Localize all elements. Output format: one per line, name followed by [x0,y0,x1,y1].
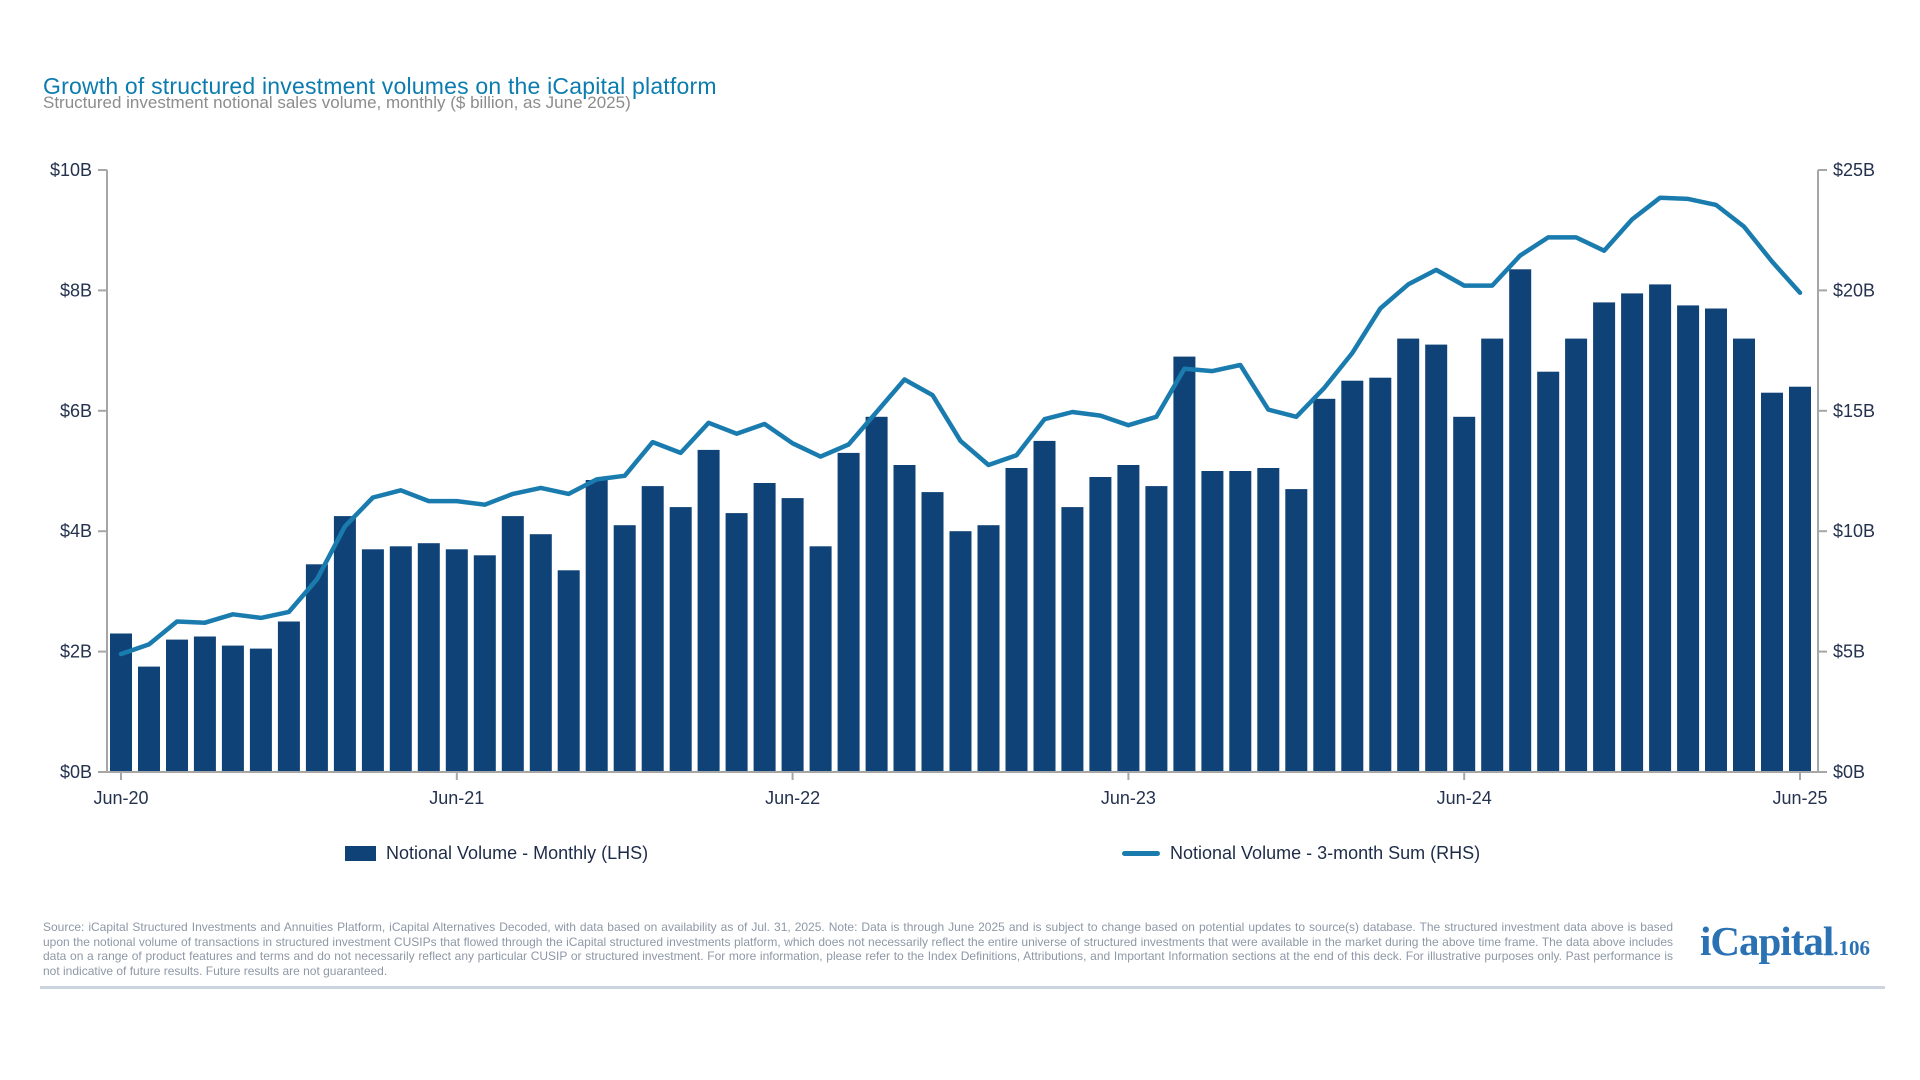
left-axis-label: $6B [60,401,92,421]
bar-Jan-24 [1313,398,1336,772]
bar-Apr-24 [1397,338,1420,772]
bar-Jun-21 [445,549,468,772]
bar-Nov-20 [249,648,272,772]
bar-Jun-25 [1789,386,1811,772]
line-series-3month-sum [118,195,1803,657]
bar-May-21 [417,543,440,772]
legend-item-3month-sum: Notional Volume - 3-month Sum (RHS) [1122,836,1480,870]
bar-Jul-20 [138,666,160,772]
bar-Oct-24 [1565,338,1588,772]
bar-Jul-21 [473,555,496,772]
bar-series-swatch [345,845,376,861]
right-axis-label: $0B [1833,762,1865,782]
bar-Dec-21 [613,525,636,772]
bar-Aug-21 [501,516,524,772]
right-axis-label: $20B [1833,280,1875,300]
bar-Mar-22 [697,449,720,772]
bar-Jan-23 [977,525,1000,772]
bar-Jan-22 [641,486,664,772]
bar-Feb-25 [1677,305,1700,772]
bar-Aug-23 [1173,356,1196,772]
x-axis-label: Jun-21 [429,788,484,808]
source-disclaimer-text: Source: iCapital Structured Investments … [43,920,1673,978]
right-axis-label: $10B [1833,521,1875,541]
bar-Nov-21 [585,480,608,772]
bar-May-23 [1089,477,1112,772]
bar-Aug-24 [1509,269,1532,772]
logo-wordmark: iCapital [1700,918,1834,964]
x-axis-label: Jun-24 [1437,788,1492,808]
bar-Jun-24 [1453,416,1476,772]
page-number: .106 [1833,936,1870,960]
page-subtitle: Structured investment notional sales vol… [43,93,631,112]
bar-Apr-23 [1061,507,1084,772]
bar-Aug-20 [166,639,188,772]
bottom-divider-line [40,986,1885,989]
bar-Jul-24 [1481,338,1504,772]
bar-Oct-23 [1229,471,1252,772]
bar-Dec-20 [277,621,300,772]
bar-Jul-22 [809,546,832,773]
bar-Apr-21 [389,546,412,773]
bar-Jun-22 [781,498,804,772]
legend-label-monthly: Notional Volume - Monthly (LHS) [386,842,649,863]
bar-May-25 [1761,392,1783,772]
right-axis-label: $25B [1833,160,1875,180]
left-axis-label: $0B [60,762,92,782]
bar-Apr-22 [725,513,748,772]
bar-Jan-21 [305,564,328,772]
line-series-swatch [1122,850,1160,856]
bar-Aug-22 [837,452,860,772]
left-axis-label: $4B [60,521,92,541]
right-axis-label: $15B [1833,401,1875,421]
bar-Sep-22 [865,416,888,772]
bar-Feb-23 [1005,468,1028,772]
left-axis-label: $2B [60,642,92,662]
bar-Sep-24 [1537,371,1560,772]
chart-legend: Notional Volume - Monthly (LHS) Notional… [0,836,1920,870]
bar-Jun-20 [110,633,132,772]
bar-Jun-23 [1117,465,1140,772]
x-axis-label: Jun-20 [93,788,148,808]
bar-Nov-23 [1257,468,1280,772]
bar-Mar-21 [361,549,384,772]
legend-label-3month-sum: Notional Volume - 3-month Sum (RHS) [1170,842,1481,863]
bar-Apr-25 [1733,338,1755,772]
bar-Feb-21 [333,516,356,772]
bar-Jul-23 [1145,486,1168,772]
bar-Dec-22 [949,531,972,772]
legend-item-monthly: Notional Volume - Monthly (LHS) [345,836,648,870]
bar-Mar-24 [1369,377,1392,772]
left-axis-label: $8B [60,280,92,300]
bar-Sep-20 [193,636,216,772]
bar-Feb-24 [1341,380,1364,772]
left-axis-label: $10B [50,160,92,180]
x-axis-label: Jun-22 [765,788,820,808]
right-axis-label: $5B [1833,642,1865,662]
bar-Oct-20 [221,645,244,772]
bar-Dec-23 [1285,489,1308,772]
chart-area: $0B $2B $4B $6B $8B $10B $0B $5B $10B $15B $20B $25… [0,130,1920,820]
bar-Sep-23 [1201,471,1224,772]
x-axis-label: Jun-23 [1101,788,1156,808]
bar-Mar-23 [1033,440,1056,772]
bar-May-22 [753,483,776,772]
bar-Mar-25 [1705,308,1727,772]
bar-Oct-21 [557,570,580,772]
bar-Feb-22 [669,507,692,772]
bar-May-24 [1425,344,1448,772]
bar-Sep-21 [529,534,552,772]
chart-svg: $0B $2B $4B $6B $8B $10B $0B $5B $10B $15B $20B $25… [50,160,1875,808]
x-axis-label: Jun-25 [1772,788,1827,808]
icapital-logo: iCapital .106 [1700,916,1900,964]
page-title: Growth of structured investment volumes … [43,73,717,100]
bar-Dec-24 [1621,293,1644,772]
bar-Nov-22 [921,492,944,772]
bar-Nov-24 [1593,302,1616,772]
bar-Oct-22 [893,465,916,772]
bar-Jan-25 [1649,284,1672,772]
